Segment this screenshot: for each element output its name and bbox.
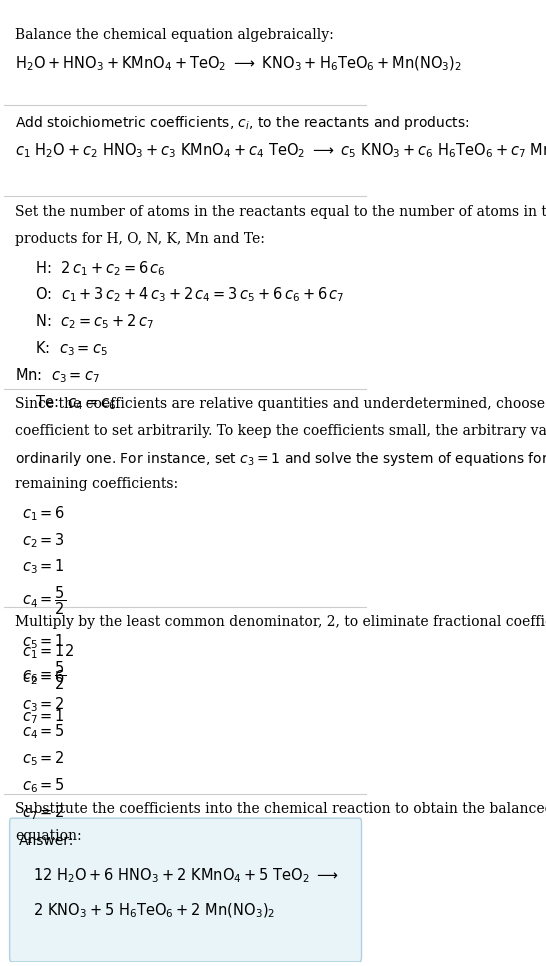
Text: $c_6 = 5$: $c_6 = 5$ — [22, 776, 66, 795]
Text: Answer:: Answer: — [19, 835, 74, 848]
Text: $c_1\ \mathrm{H_2O} + c_2\ \mathrm{HNO_3} + c_3\ \mathrm{KMnO_4} + c_4\ \mathrm{: $c_1\ \mathrm{H_2O} + c_2\ \mathrm{HNO_3… — [15, 141, 546, 159]
Text: ordinarily one. For instance, set $c_3 = 1$ and solve the system of equations fo: ordinarily one. For instance, set $c_3 =… — [15, 450, 546, 469]
Text: $2\ \mathrm{KNO_3} + 5\ \mathrm{H_6TeO_6} + 2\ \mathrm{Mn(NO_3)_2}$: $2\ \mathrm{KNO_3} + 5\ \mathrm{H_6TeO_6… — [33, 901, 276, 920]
Text: Te:  $c_4 = c_6$: Te: $c_4 = c_6$ — [26, 393, 116, 412]
FancyBboxPatch shape — [10, 818, 361, 962]
Text: $c_6 = \dfrac{5}{2}$: $c_6 = \dfrac{5}{2}$ — [22, 659, 67, 692]
Text: $c_3 = 1$: $c_3 = 1$ — [22, 557, 65, 577]
Text: products for H, O, N, K, Mn and Te:: products for H, O, N, K, Mn and Te: — [15, 232, 265, 246]
Text: $12\ \mathrm{H_2O} + 6\ \mathrm{HNO_3} + 2\ \mathrm{KMnO_4} + 5\ \mathrm{TeO_2} : $12\ \mathrm{H_2O} + 6\ \mathrm{HNO_3} +… — [33, 867, 339, 885]
Text: remaining coefficients:: remaining coefficients: — [15, 477, 178, 492]
Text: Substitute the coefficients into the chemical reaction to obtain the balanced: Substitute the coefficients into the che… — [15, 802, 546, 816]
Text: coefficient to set arbitrarily. To keep the coefficients small, the arbitrary va: coefficient to set arbitrarily. To keep … — [15, 424, 546, 438]
Text: Set the number of atoms in the reactants equal to the number of atoms in the: Set the number of atoms in the reactants… — [15, 206, 546, 219]
Text: Multiply by the least common denominator, 2, to eliminate fractional coefficient: Multiply by the least common denominator… — [15, 615, 546, 629]
Text: $c_5 = 2$: $c_5 = 2$ — [22, 750, 65, 768]
Text: $c_1 = 6$: $c_1 = 6$ — [22, 504, 66, 523]
Text: $c_2 = 6$: $c_2 = 6$ — [22, 668, 66, 688]
Text: $c_7 = 1$: $c_7 = 1$ — [22, 707, 65, 725]
Text: Since the coefficients are relative quantities and underdetermined, choose a: Since the coefficients are relative quan… — [15, 397, 546, 411]
Text: $c_1 = 12$: $c_1 = 12$ — [22, 642, 74, 661]
Text: K:  $c_3 = c_5$: K: $c_3 = c_5$ — [26, 339, 108, 358]
Text: $c_3 = 2$: $c_3 = 2$ — [22, 696, 65, 714]
Text: $c_4 = \dfrac{5}{2}$: $c_4 = \dfrac{5}{2}$ — [22, 584, 67, 617]
Text: $c_2 = 3$: $c_2 = 3$ — [22, 531, 66, 550]
Text: $c_5 = 1$: $c_5 = 1$ — [22, 633, 65, 651]
Text: Add stoichiometric coefficients, $c_i$, to the reactants and products:: Add stoichiometric coefficients, $c_i$, … — [15, 114, 470, 132]
Text: Mn:  $c_3 = c_7$: Mn: $c_3 = c_7$ — [15, 366, 100, 384]
Text: $\mathrm{H_2O + HNO_3 + KMnO_4 + TeO_2 \ \longrightarrow \ KNO_3 + H_6TeO_6 + Mn: $\mathrm{H_2O + HNO_3 + KMnO_4 + TeO_2 \… — [15, 55, 462, 73]
Text: $c_4 = 5$: $c_4 = 5$ — [22, 723, 66, 741]
Text: N:  $c_2 = c_5 + 2\,c_7$: N: $c_2 = c_5 + 2\,c_7$ — [26, 313, 153, 331]
Text: $c_7 = 2$: $c_7 = 2$ — [22, 803, 65, 821]
Text: O:  $c_1 + 3\,c_2 + 4\,c_3 + 2\,c_4 = 3\,c_5 + 6\,c_6 + 6\,c_7$: O: $c_1 + 3\,c_2 + 4\,c_3 + 2\,c_4 = 3\,… — [26, 286, 345, 304]
Text: Balance the chemical equation algebraically:: Balance the chemical equation algebraica… — [15, 28, 334, 43]
Text: H:  $2\,c_1 + c_2 = 6\,c_6$: H: $2\,c_1 + c_2 = 6\,c_6$ — [26, 259, 165, 277]
Text: equation:: equation: — [15, 829, 82, 842]
